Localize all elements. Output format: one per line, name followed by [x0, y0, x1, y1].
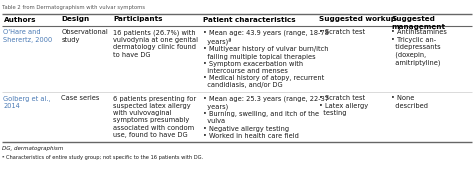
- Text: Design: Design: [62, 16, 90, 22]
- Text: • None
  described: • None described: [392, 96, 428, 109]
- Text: Authors: Authors: [3, 16, 36, 22]
- Text: Golberg et al.,
2014: Golberg et al., 2014: [3, 96, 51, 109]
- Text: Patient characteristics: Patient characteristics: [203, 16, 296, 22]
- Text: Participants: Participants: [113, 16, 163, 22]
- Text: Suggested
management: Suggested management: [392, 16, 446, 30]
- Text: • Antihistamines
• Tricyclic an-
  tidepressants
  (doxepin,
  amitriptyline): • Antihistamines • Tricyclic an- tidepre…: [392, 30, 447, 65]
- Text: Table 2 from Dermatographism with vulvar symptoms: Table 2 from Dermatographism with vulvar…: [2, 5, 145, 10]
- Text: ª Characteristics of entire study group; not specific to the 16 patients with DG: ª Characteristics of entire study group;…: [2, 155, 203, 160]
- Text: DG, dermatographism: DG, dermatographism: [2, 146, 63, 151]
- Text: O'Hare and
Sherertz, 2000: O'Hare and Sherertz, 2000: [3, 30, 53, 43]
- Text: 16 patients (26.7%) with
vulvodynia at one genital
dermatology clinic found
to h: 16 patients (26.7%) with vulvodynia at o…: [113, 30, 199, 58]
- Text: • Mean age: 25.3 years (range, 22-37
  years)
• Burning, swelling, and itch of t: • Mean age: 25.3 years (range, 22-37 yea…: [203, 96, 329, 139]
- Text: • Mean age: 43.9 years (range, 18-78
  years)ª
• Multiyear history of vulvar bur: • Mean age: 43.9 years (range, 18-78 yea…: [203, 30, 329, 89]
- Text: Case series: Case series: [62, 96, 100, 101]
- Text: • Scratch test
• Latex allergy
  testing: • Scratch test • Latex allergy testing: [319, 96, 369, 116]
- Text: Observational
study: Observational study: [62, 30, 108, 43]
- Text: Suggested workup: Suggested workup: [319, 16, 396, 22]
- Text: • Scratch test: • Scratch test: [319, 30, 365, 36]
- Text: 6 patients presenting for
suspected latex allergy
with vulvovaginal
symptoms pre: 6 patients presenting for suspected late…: [113, 96, 197, 138]
